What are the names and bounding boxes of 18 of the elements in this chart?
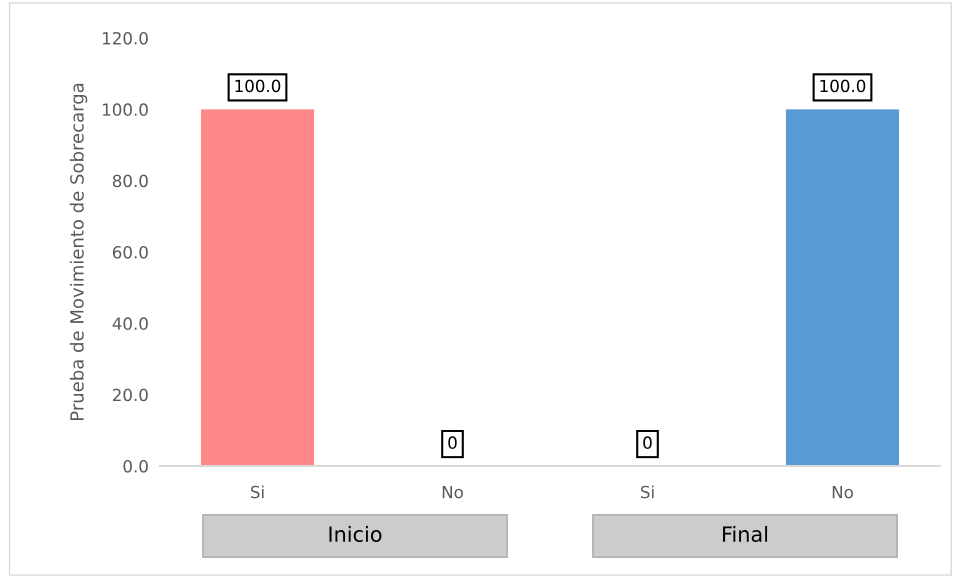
- data-label: 0: [643, 436, 652, 449]
- x-tick-label: No: [442, 486, 463, 498]
- text: Final: [723, 526, 768, 542]
- data-label: 0: [448, 436, 457, 449]
- y-tick-label: 120.0: [103, 32, 148, 45]
- y-tick-label: 60.0: [112, 246, 148, 259]
- x-tick-label: Si: [250, 485, 264, 498]
- y-tick-label: 80.0: [112, 174, 148, 188]
- y-tick-label: 0.0: [123, 460, 148, 473]
- data-label: 100.0: [235, 80, 280, 92]
- y-axis-title: Prueba de Movimiento de Sobrecarga: [70, 84, 88, 420]
- x-tick-label: No: [832, 486, 853, 498]
- x-tick-label: Si: [640, 485, 654, 498]
- text: Inicio: [329, 526, 382, 542]
- y-tick-label: 20.0: [113, 388, 148, 402]
- data-label: 100.0: [820, 80, 866, 92]
- y-tick-label: 100.0: [103, 103, 148, 116]
- y-tick-label: 40.0: [112, 317, 148, 330]
